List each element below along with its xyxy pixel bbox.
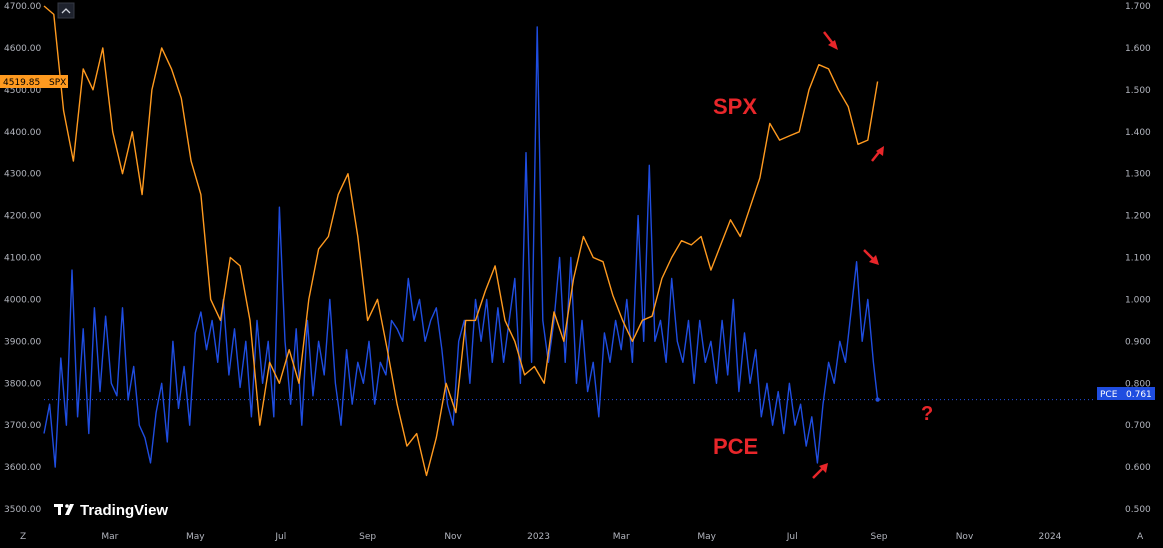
pce-last-value-tag: PCE 0.761: [1097, 387, 1155, 400]
time-axis-tick: Jul: [274, 532, 286, 542]
right-axis-tick: 0.700: [1125, 421, 1151, 431]
time-axis-tick: 2024: [1039, 532, 1062, 542]
time-axis-tick: Sep: [871, 532, 888, 542]
left-axis-tick: 4400.00: [4, 128, 41, 138]
right-axis-tick: 0.800: [1125, 379, 1151, 389]
right-axis-tick: 1.000: [1125, 295, 1151, 305]
spx-series-line: [43, 5, 879, 477]
left-axis-tick: 3900.00: [4, 337, 41, 347]
left-axis-tick: 4000.00: [4, 295, 41, 305]
time-axis-tick: Mar: [101, 532, 118, 542]
left-axis-tick: 3500.00: [4, 505, 41, 515]
right-axis-tick: 0.900: [1125, 337, 1151, 347]
right-axis-tick: 1.200: [1125, 212, 1151, 222]
left-axis-tick: 4100.00: [4, 254, 41, 264]
time-axis-tick: Mar: [613, 532, 630, 542]
tradingview-logo-text: TradingView: [80, 502, 168, 519]
time-axis[interactable]: Mar May Jul Sep Nov 2023 Mar May Jul Sep Nov 2024: [101, 532, 1061, 542]
time-axis-tick: Nov: [956, 532, 974, 542]
right-axis-tick: 1.600: [1125, 44, 1151, 54]
left-axis-tick: 3600.00: [4, 463, 41, 473]
series-layer: [43, 5, 880, 477]
right-axis-tick: 1.300: [1125, 170, 1151, 180]
question-mark-annotation: ?: [921, 403, 933, 425]
left-axis-tick: 4700.00: [4, 2, 41, 12]
corner-label-right[interactable]: A: [1137, 532, 1144, 542]
spx-tag-label: SPX: [49, 78, 66, 88]
left-axis-tick: 3800.00: [4, 379, 41, 389]
spx-annotation: SPX: [713, 94, 757, 119]
spx-last-value: 4519.85: [3, 78, 40, 88]
time-axis-tick: Jul: [786, 532, 798, 542]
time-axis-tick: May: [697, 532, 716, 542]
tradingview-logo[interactable]: TradingView: [54, 502, 168, 519]
scroll-up-button[interactable]: [57, 2, 75, 19]
left-axis-tick: 4300.00: [4, 170, 41, 180]
time-axis-tick: Nov: [444, 532, 462, 542]
right-axis-tick: 1.400: [1125, 128, 1151, 138]
corner-label-left[interactable]: Z: [20, 532, 26, 542]
time-axis-tick: May: [186, 532, 205, 542]
arrow-pce-peak-icon: [863, 249, 879, 265]
right-axis-tick: 1.100: [1125, 254, 1151, 264]
left-axis-tick: 3700.00: [4, 421, 41, 431]
right-axis-tick: 0.500: [1125, 505, 1151, 515]
pce-last-value: 0.761: [1126, 390, 1152, 400]
time-axis-tick: Sep: [359, 532, 376, 542]
right-axis-tick: 1.700: [1125, 2, 1151, 12]
arrow-spx-peak-icon: [823, 31, 838, 50]
left-axis-tick: 4500.00: [4, 86, 41, 96]
pce-series-line: [43, 26, 879, 468]
pce-last-point: [875, 397, 880, 402]
spx-last-value-tag: 4519.85 SPX: [0, 75, 68, 88]
time-axis-tick: 2023: [527, 532, 550, 542]
arrow-pce-trough-icon: [812, 463, 828, 479]
right-price-axis[interactable]: 0.500 0.600 0.700 0.800 0.900 1.000 1.100 1.200…: [1125, 2, 1151, 515]
left-axis-tick: 4200.00: [4, 212, 41, 222]
pce-tag-label: PCE: [1100, 390, 1118, 400]
pce-annotation: PCE: [713, 434, 758, 459]
arrow-spx-trough-icon: [871, 146, 884, 162]
left-price-axis[interactable]: 3500.00 3600.00 3700.00 3800.00 3900.00 4000.…: [4, 2, 41, 515]
right-axis-tick: 0.600: [1125, 463, 1151, 473]
left-axis-tick: 4600.00: [4, 44, 41, 54]
tradingview-logo-icon: [54, 504, 74, 515]
right-axis-tick: 1.500: [1125, 86, 1151, 96]
